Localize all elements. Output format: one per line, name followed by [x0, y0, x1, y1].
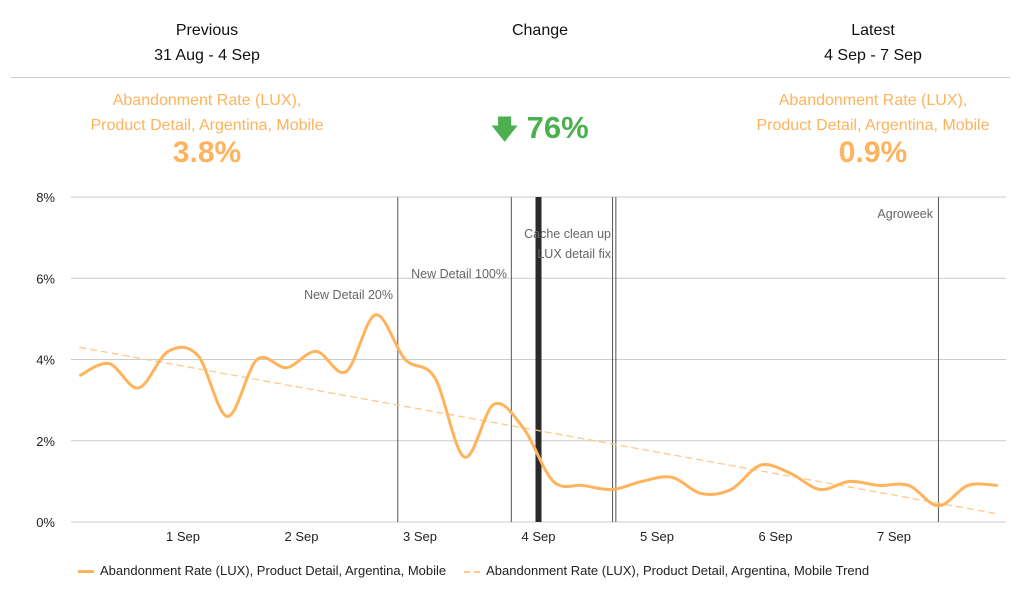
previous-metric-line1: Abandonment Rate (LUX),: [112, 92, 302, 109]
annotation-label: Agroweek: [877, 207, 933, 221]
y-tick-label: 0%: [36, 515, 55, 530]
y-tick-label: 2%: [36, 434, 55, 449]
change-label: Change: [511, 22, 569, 39]
legend-item-trend[interactable]: Abandonment Rate (LUX), Product Detail, …: [464, 563, 869, 578]
change-header: Change: [440, 18, 640, 43]
latest-metric-line2: Product Detail, Argentina, Mobile: [756, 117, 990, 134]
legend: Abandonment Rate (LUX), Product Detail, …: [78, 563, 869, 578]
latest-range: 4 Sep - 7 Sep: [824, 47, 922, 64]
latest-metric-line1: Abandonment Rate (LUX),: [778, 92, 968, 109]
annotation-label: Cache clean up: [524, 227, 611, 241]
latest-label: Latest: [851, 22, 895, 39]
y-tick-label: 8%: [36, 190, 55, 205]
x-tick-label: 6 Sep: [759, 529, 793, 544]
legend-label-trend: Abandonment Rate (LUX), Product Detail, …: [486, 563, 870, 578]
trend-line: [79, 346, 998, 515]
previous-header: Previous 31 Aug - 4 Sep: [107, 18, 307, 68]
previous-label: Previous: [175, 22, 239, 39]
arrow-down-icon: 🡇: [491, 114, 519, 144]
previous-metric-line2: Product Detail, Argentina, Mobile: [90, 117, 324, 134]
previous-range: 31 Aug - 4 Sep: [154, 47, 260, 64]
latest-metric: Abandonment Rate (LUX), Product Detail, …: [723, 88, 1023, 168]
change-value: 76%: [526, 110, 589, 145]
x-tick-label: 3 Sep: [403, 529, 437, 544]
x-tick-label: 4 Sep: [522, 529, 556, 544]
x-tick-label: 5 Sep: [640, 529, 674, 544]
y-tick-label: 6%: [36, 271, 55, 286]
annotation-label: LUX detail fix: [537, 247, 611, 261]
annotation-label: New Detail 100%: [411, 267, 507, 281]
legend-label-series: Abandonment Rate (LUX), Product Detail, …: [100, 563, 447, 578]
change-value-box: 🡇 76%: [440, 110, 640, 155]
line-chart: 0% 2% 4% 6% 8% 1 Sep 2 Sep 3 Sep 4 Sep 5 Sep 6 Sep…: [36, 190, 1006, 544]
legend-item-series[interactable]: Abandonment Rate (LUX), Product Detail, …: [78, 563, 446, 578]
y-tick-label: 4%: [36, 353, 55, 368]
latest-value: 0.9%: [838, 136, 908, 169]
latest-header: Latest 4 Sep - 7 Sep: [773, 18, 973, 68]
previous-value: 3.8%: [172, 136, 242, 169]
series-line: [78, 313, 998, 508]
x-tick-label: 1 Sep: [166, 529, 200, 544]
annotation-label: New Detail 20%: [304, 288, 393, 302]
x-tick-label: 7 Sep: [877, 529, 911, 544]
previous-metric: Abandonment Rate (LUX), Product Detail, …: [57, 88, 357, 168]
header-divider: [11, 77, 1010, 78]
x-tick-label: 2 Sep: [285, 529, 319, 544]
